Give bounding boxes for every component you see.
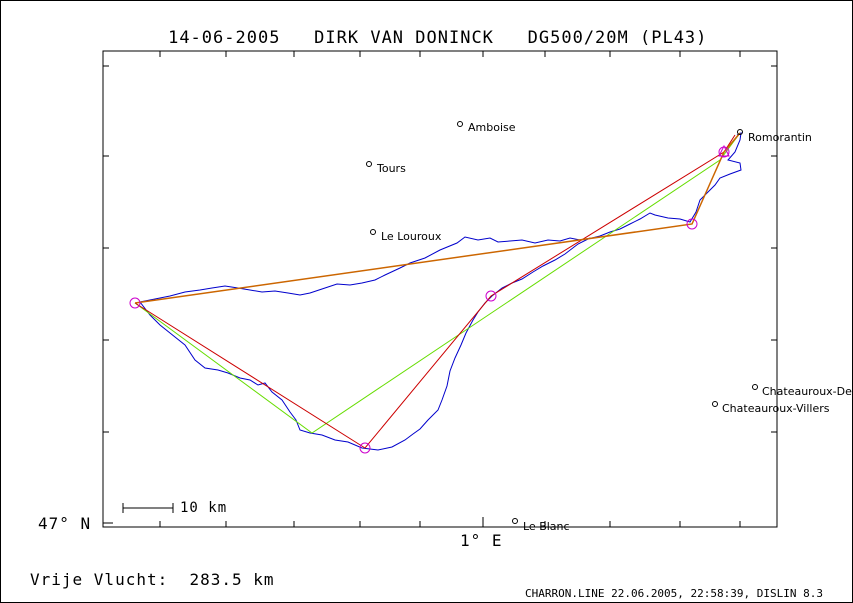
place-dot <box>366 161 372 167</box>
place-dot <box>457 121 463 127</box>
declared-route <box>134 132 741 304</box>
place-dot <box>512 518 518 524</box>
file-info: CHARRON.LINE 22.06.2005, 22:58:39, DISLI… <box>524 587 823 600</box>
scale-bar <box>122 503 174 513</box>
start-triangle-marker <box>718 144 730 157</box>
turnpoint-marker <box>686 218 698 230</box>
map-title: 14-06-2005 DIRK VAN DONINCK DG500/20M (P… <box>0 8 853 48</box>
free-flight-distance: Vrije Vlucht: 283.5 km <box>30 570 275 589</box>
place-label-chateauroux-villers: Chateauroux-Villers <box>722 402 830 415</box>
place-label-le-blanc: Le Blanc <box>523 520 570 533</box>
place-label-romorantin: Romorantin <box>748 131 812 144</box>
flight-track <box>139 132 742 451</box>
glider-type: DG500/20M (PL43) <box>527 28 708 48</box>
map-area <box>102 50 778 528</box>
place-dot <box>370 229 376 235</box>
free-flight-value: 283.5 km <box>189 570 275 589</box>
axis-ticks <box>103 51 777 527</box>
flight-date: 14-06-2005 <box>168 28 281 48</box>
place-label-chateauroux-de: Chateauroux-De <box>762 385 852 398</box>
scale-bar-label: 10 km <box>180 500 228 516</box>
place-label-tours: Tours <box>376 162 406 175</box>
place-dot <box>737 129 743 135</box>
turnpoints <box>129 144 730 454</box>
turnpoint-marker <box>359 442 371 454</box>
turnpoint-marker <box>129 297 141 309</box>
task-route <box>134 134 736 449</box>
optimised-route <box>134 132 741 434</box>
y-axis-label: 47° N <box>38 514 92 533</box>
turnpoint-marker <box>485 290 497 302</box>
place-markers <box>366 121 758 524</box>
place-label-amboise: Amboise <box>468 121 516 134</box>
free-flight-label: Vrije Vlucht: <box>30 570 169 589</box>
place-label-le-louroux: Le Louroux <box>381 230 442 243</box>
turnpoint-marker <box>718 146 730 158</box>
place-dot <box>752 384 758 390</box>
pilot-name: DIRK VAN DONINCK <box>314 28 494 48</box>
x-axis-label: 1° E <box>460 531 503 550</box>
place-dot <box>712 401 718 407</box>
